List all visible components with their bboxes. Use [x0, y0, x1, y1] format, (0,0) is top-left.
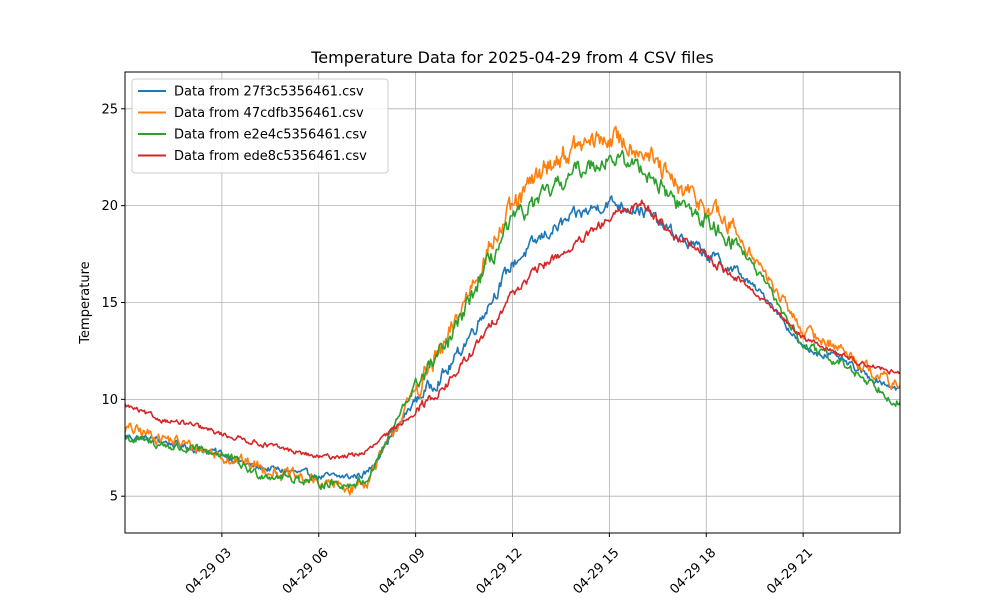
legend-label: Data from 27f3c5356461.csv	[174, 85, 364, 100]
y-tick-label: 15	[101, 296, 118, 311]
legend-box	[131, 78, 389, 174]
y-tick-label: 25	[101, 102, 118, 117]
series-lines	[125, 125, 900, 496]
legend-label: Data from 47cdfb356461.csv	[174, 106, 364, 121]
series-line-3	[125, 149, 900, 491]
y-axis-label: Temperature	[78, 261, 93, 344]
y-tick-label: 20	[101, 199, 118, 214]
series-line-4	[125, 199, 900, 461]
legend-label: Data from ede8c5356461.csv	[174, 149, 367, 164]
legend-label: Data from e2e4c5356461.csv	[174, 128, 367, 143]
y-tick-label: 5	[110, 490, 118, 505]
y-tick-label: 10	[101, 393, 118, 408]
legend: Data from 27f3c5356461.csv Data from 47cd…	[131, 78, 389, 174]
chart-title: Temperature Data for 2025-04-29 from 4 C…	[310, 48, 714, 67]
series-line-2	[125, 125, 900, 496]
